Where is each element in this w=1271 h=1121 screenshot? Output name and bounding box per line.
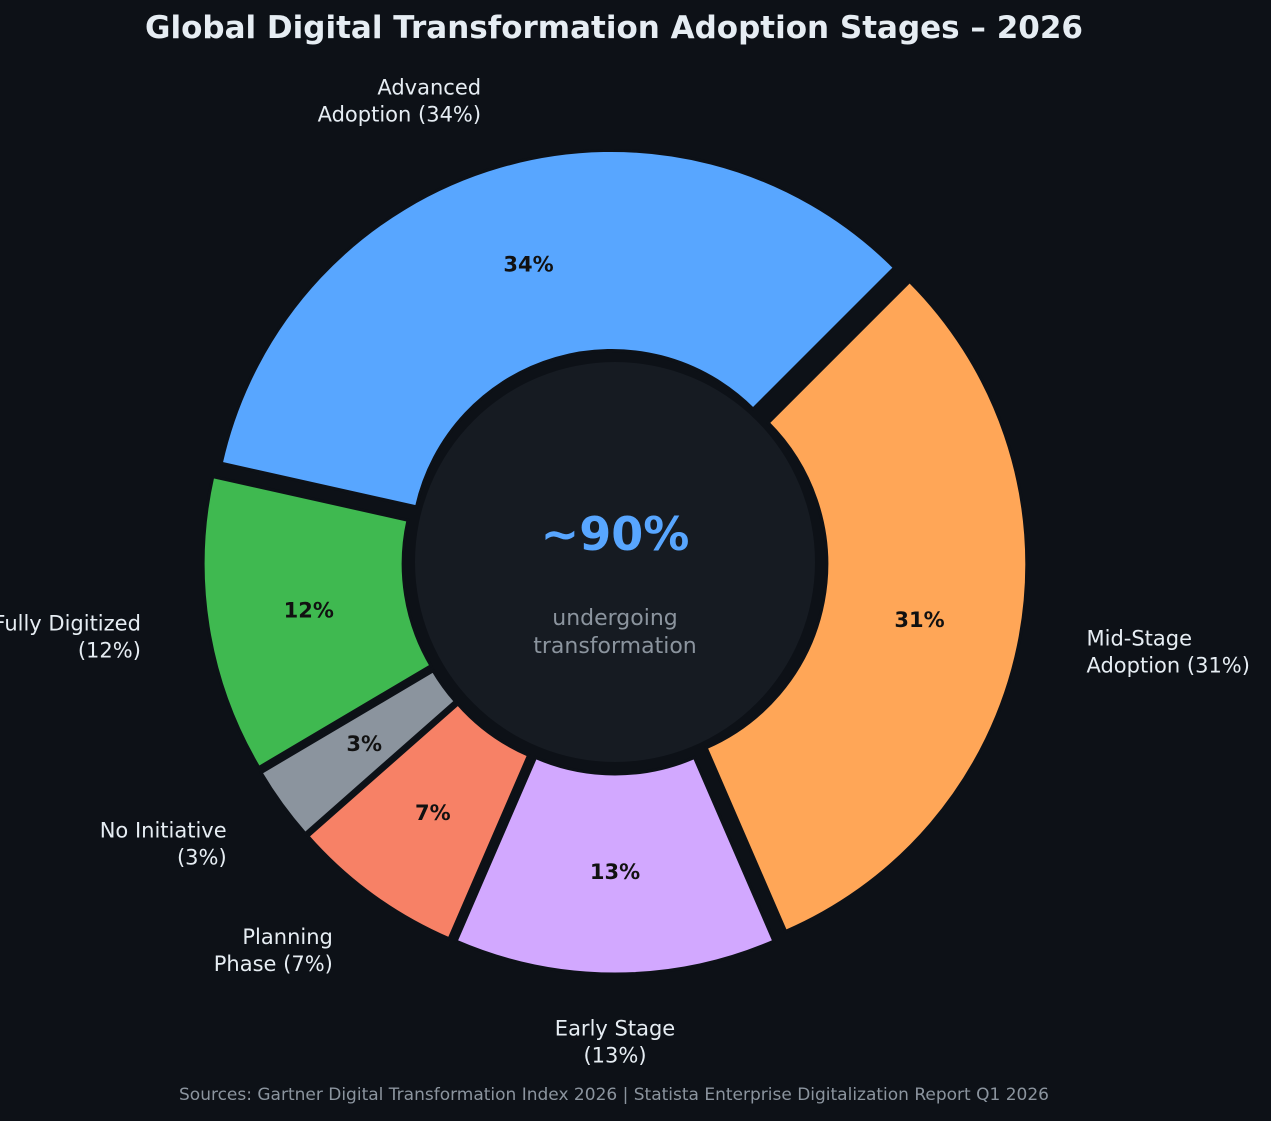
slice-early-stage	[454, 755, 776, 976]
outer-labels-layer: Mid-Stage Adoption (31%) Early Stage (13%) P…	[0, 76, 1250, 1068]
outer-label-planning-phase-line-2: Phase (7%)	[214, 952, 333, 976]
pct-label-planning-phase: 7%	[415, 801, 451, 825]
outer-label-mid-stage-adoption-line-2: Adoption (31%)	[1086, 653, 1249, 677]
pct-label-advanced-adoption: 34%	[503, 252, 553, 276]
pct-label-early-stage: 13%	[590, 860, 640, 884]
pct-labels-layer: 31% 13% 7% 3% 12% 34%	[284, 252, 945, 884]
outer-label-early-stage-line-1: Early Stage	[555, 1017, 675, 1041]
outer-label-advanced-adoption-line-1: Advanced	[377, 76, 481, 100]
pct-label-no-initiative: 3%	[346, 732, 382, 756]
center-value: ~90%	[541, 507, 690, 561]
slice-mid-stage-adoption	[704, 279, 1029, 934]
slice-fully-digitized	[201, 474, 434, 770]
outer-label-early-stage-line-2: (13%)	[583, 1044, 646, 1068]
outer-label-no-initiative-line-1: No Initiative	[100, 819, 227, 843]
slice-planning-phase	[305, 701, 531, 941]
chart-title: Global Digital Transformation Adoption S…	[145, 10, 1083, 46]
outer-label-no-initiative-line-2: (3%)	[177, 846, 227, 870]
outer-label-advanced-adoption-line-2: Adoption (34%)	[318, 103, 481, 127]
slice-no-initiative	[258, 668, 458, 836]
source-note: Sources: Gartner Digital Transformation …	[179, 1085, 1049, 1105]
slices-layer	[201, 148, 1029, 976]
pct-label-fully-digitized: 12%	[284, 598, 334, 622]
slice-advanced-adoption	[219, 148, 897, 509]
center-hole	[415, 362, 815, 762]
outer-label-fully-digitized-line-2: (12%)	[78, 639, 141, 663]
center-caption-line-1: undergoing	[552, 606, 678, 631]
center-caption-line-2: transformation	[533, 634, 696, 659]
outer-label-mid-stage-adoption-line-1: Mid-Stage	[1086, 626, 1192, 650]
pct-label-mid-stage-adoption: 31%	[894, 608, 944, 632]
outer-label-planning-phase-line-1: Planning	[242, 925, 332, 949]
outer-label-fully-digitized-line-1: Fully Digitized	[0, 612, 141, 636]
